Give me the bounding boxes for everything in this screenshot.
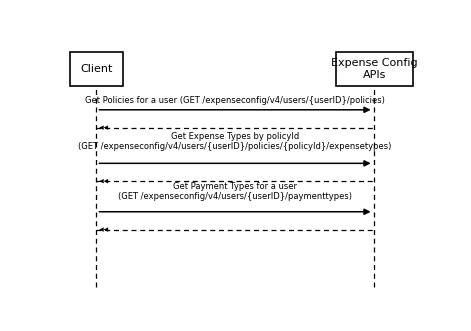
Text: Get Payment Types for a user
(GET /expenseconfig/v4/users/{userID}/paymenttypes): Get Payment Types for a user (GET /expen… bbox=[118, 182, 352, 201]
Text: Get Policies for a user (GET /expenseconfig/v4/users/{userID}/policies): Get Policies for a user (GET /expensecon… bbox=[85, 96, 385, 105]
Bar bbox=[70, 53, 123, 86]
Text: Expense Config
APIs: Expense Config APIs bbox=[331, 58, 418, 80]
Text: Get Expense Types by policyId
(GET /expenseconfig/v4/users/{userID}/policies/{po: Get Expense Types by policyId (GET /expe… bbox=[78, 132, 392, 151]
Text: Client: Client bbox=[80, 64, 113, 74]
Bar bbox=[336, 53, 413, 86]
